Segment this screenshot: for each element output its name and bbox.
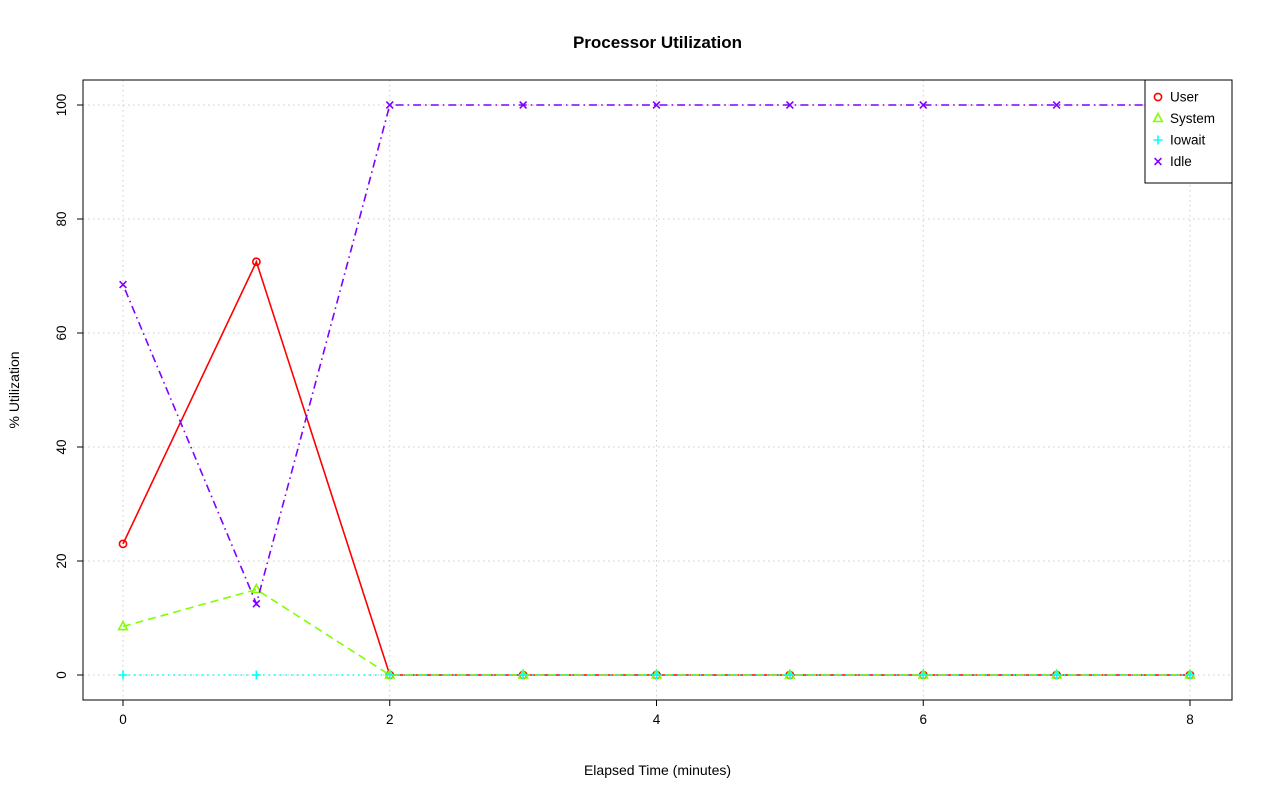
legend-label-iowait: Iowait (1170, 133, 1206, 148)
marker-idle (652, 101, 661, 109)
marker-idle (119, 280, 127, 289)
marker-iowait (251, 670, 261, 680)
legend-label-idle: Idle (1170, 154, 1192, 169)
x-tick-label: 8 (1186, 712, 1194, 727)
series-line-system (122, 588, 1190, 676)
marker-iowait (518, 670, 528, 680)
plot-box (82, 79, 1233, 701)
marker-iowait (118, 670, 128, 680)
y-tick-label: 60 (54, 325, 69, 340)
y-tick-label: 20 (54, 553, 69, 568)
y-tick-label: 80 (54, 211, 69, 226)
x-tick-label: 4 (653, 712, 661, 727)
legend-marker-iowait (1153, 135, 1163, 145)
x-tick-label: 0 (119, 712, 127, 727)
legend-marker-system (1152, 111, 1164, 123)
marker-iowait (918, 670, 928, 680)
chart-title: Processor Utilization (572, 33, 743, 52)
x-axis-label: Elapsed Time (minutes) (583, 762, 732, 778)
legend-label-system: System (1170, 111, 1215, 126)
marker-user (251, 257, 261, 267)
marker-idle (919, 101, 928, 109)
marker-system (117, 619, 129, 631)
x-tick-label: 2 (386, 712, 394, 727)
y-tick-label: 40 (54, 439, 69, 454)
marker-idle (519, 101, 528, 109)
y-tick-label: 0 (54, 671, 69, 679)
marker-iowait (385, 670, 395, 680)
y-tick-label: 100 (54, 94, 69, 117)
x-tick-label: 6 (919, 712, 927, 727)
marker-system (250, 582, 263, 594)
series-line-idle (122, 104, 1190, 607)
series-line-user (122, 259, 1190, 676)
marker-idle (385, 101, 394, 109)
marker-idle (252, 599, 261, 608)
legend-marker-user (1153, 92, 1163, 102)
marker-iowait (785, 670, 795, 680)
legend-box (1144, 79, 1233, 184)
marker-iowait (652, 670, 661, 680)
legend-marker-idle (1154, 157, 1162, 166)
marker-iowait (1052, 670, 1062, 680)
legend-label-user: User (1170, 90, 1199, 105)
marker-idle (785, 101, 794, 109)
marker-iowait (1185, 670, 1195, 680)
marker-idle (1052, 101, 1061, 109)
marker-user (118, 539, 128, 549)
